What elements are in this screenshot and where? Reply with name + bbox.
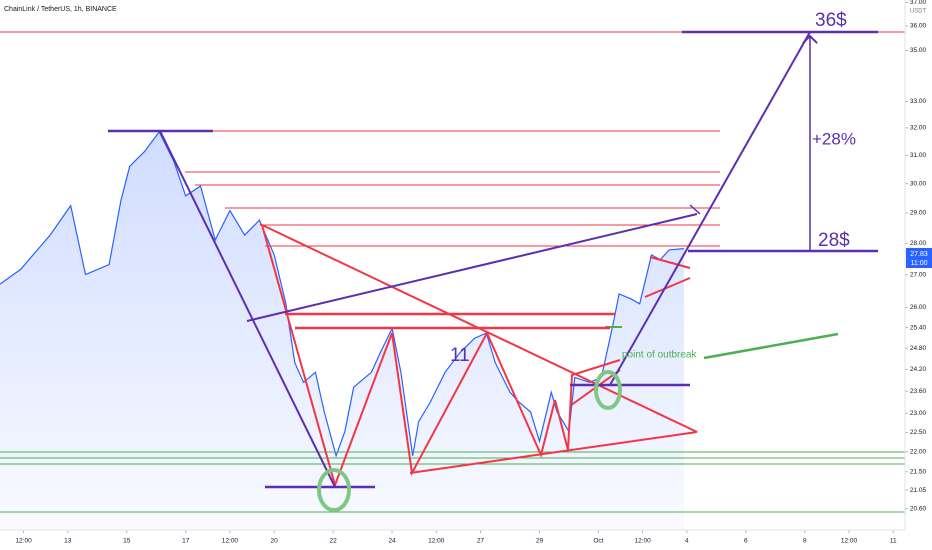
y-tick-label: 35.00: [910, 47, 927, 54]
trend-line: [409, 431, 698, 474]
x-tick-label: 12:00: [428, 538, 445, 545]
y-tick-label: 20.60: [910, 505, 927, 512]
y-tick-label: 27.00: [910, 272, 927, 279]
x-tick-label: 12:00: [841, 538, 858, 545]
price-tag-value: 27.83: [910, 251, 928, 258]
y-tick-label: 37.00: [910, 0, 927, 6]
x-tick-label: 8: [803, 538, 807, 545]
y-tick-label: 36.00: [910, 23, 927, 30]
price-line: [0, 130, 684, 458]
x-tick-label: 12:00: [222, 538, 239, 545]
price-tag: [906, 248, 932, 268]
x-tick-label: 12:00: [15, 538, 32, 545]
y-tick-label: 30.00: [910, 180, 927, 187]
price-tag-time: 11:00: [911, 260, 928, 267]
y-tick-label: 33.00: [910, 98, 927, 105]
y-tick-label: 23.00: [910, 410, 927, 417]
y-tick-label: 29.00: [910, 210, 927, 217]
x-tick-label: 11: [890, 538, 897, 545]
unit-label: USDT: [910, 9, 927, 15]
x-tick-label: 6: [744, 538, 748, 545]
y-tick-label: 21.05: [910, 487, 927, 494]
y-tick-label: 21.50: [910, 468, 927, 475]
x-tick-label: 4: [685, 538, 689, 545]
y-tick-label: 23.60: [910, 388, 927, 395]
drawings: 36$ +28% 28$ 11 point of outbreak: [0, 10, 905, 513]
chart-title: ChainLink / TetherUS, 1h, BINANCE: [4, 6, 117, 13]
x-tick-label: 24: [388, 538, 396, 545]
arrow-tip: [689, 204, 701, 215]
highlight-circle: [317, 468, 351, 512]
annotation: 36$: [815, 10, 847, 31]
purple-line: [246, 213, 698, 322]
x-tick-label: Oct: [593, 538, 603, 545]
x-tick-label: 22: [329, 538, 337, 545]
purple-line: [159, 130, 336, 488]
y-tick-label: 28.00: [910, 240, 927, 247]
annotation: 28$: [818, 230, 850, 251]
x-tick-label: 20: [271, 538, 279, 545]
y-tick-label: 25.40: [910, 324, 927, 331]
y-tick-label: 22.50: [910, 429, 927, 436]
plot: [0, 130, 684, 530]
area: [0, 131, 684, 530]
y-tick-label: 31.00: [910, 152, 927, 159]
y-tick-label: 24.80: [910, 345, 927, 352]
y-tick-label: 26.00: [910, 304, 927, 311]
annotation: 11: [450, 345, 470, 366]
x-tick-label: 13: [64, 538, 72, 545]
y-tick-label: 24.20: [910, 366, 927, 373]
highlight-circle: [594, 370, 622, 410]
x-tick-label: 12:00: [634, 538, 651, 545]
annotation: point of outbreak: [622, 350, 697, 361]
y-tick-label: 32.00: [910, 125, 927, 132]
x-tick-label: 29: [536, 538, 544, 545]
trend-line: [259, 223, 698, 433]
zigzag: [261, 224, 621, 489]
x-tick-label: 27: [477, 538, 485, 545]
wedge-line: [649, 256, 691, 269]
x-tick-label: 17: [182, 538, 190, 545]
wedge-line: [644, 277, 691, 298]
x-tick-label: 15: [123, 538, 131, 545]
y-tick-label: 22.00: [910, 449, 927, 456]
purple-line: [609, 31, 811, 386]
green-line: [703, 332, 839, 360]
annotation: +28%: [812, 129, 856, 148]
